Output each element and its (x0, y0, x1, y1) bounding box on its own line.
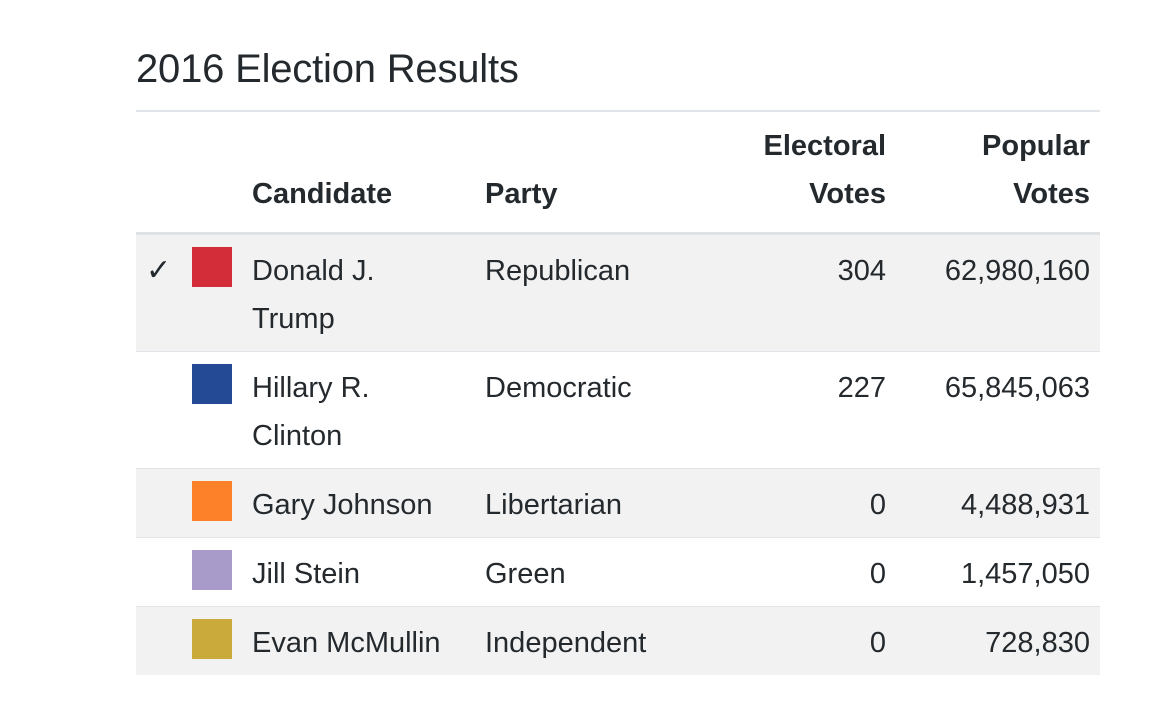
header-color (192, 111, 252, 235)
header-winner (136, 111, 192, 235)
popular-votes-cell: 728,830 (985, 627, 1090, 659)
popular-votes-cell: 62,980,160 (944, 255, 1090, 287)
candidate-cell: Evan McMullin (252, 627, 441, 659)
candidate-name-line1: Donald J. (252, 255, 375, 287)
electoral-votes-cell: 0 (869, 627, 886, 659)
party-cell: Libertarian (485, 489, 623, 521)
popular-votes-cell: 1,457,050 (960, 558, 1090, 590)
results-panel: 2016 Election Results Candidate Party El… (136, 44, 1100, 675)
color-cell (192, 538, 252, 607)
party-color-swatch (192, 364, 232, 404)
header-electoral-votes: Electoral Votes (690, 111, 887, 235)
header-electoral-line1: Electoral (763, 130, 887, 162)
page-title: 2016 Election Results (136, 47, 519, 91)
candidate-cell: Donald J. Trump (252, 234, 485, 352)
electoral-votes-cell: 0 (869, 558, 886, 590)
candidate-cell: Hillary R. Clinton (252, 352, 485, 469)
color-cell (192, 469, 252, 538)
table-row: Hillary R. Clinton Democratic 227 65,845,… (136, 351, 1100, 469)
candidate-name-line2: Trump (252, 303, 335, 335)
header-row: Candidate Party Electoral Votes Popular Vo… (136, 111, 1100, 235)
winner-cell (136, 352, 192, 469)
electoral-votes-cell: 227 (837, 372, 886, 404)
table-row: Jill Stein Green 0 1,457,050 (136, 537, 1100, 607)
party-color-swatch (192, 550, 232, 590)
winner-cell (136, 469, 192, 538)
candidate-name-line2: Clinton (252, 420, 343, 452)
header-candidate-label: Candidate (252, 178, 393, 210)
winner-cell (136, 538, 192, 607)
color-cell (192, 352, 252, 469)
color-cell (192, 234, 252, 352)
electoral-votes-cell: 0 (869, 489, 886, 521)
candidate-cell: Jill Stein (252, 558, 360, 590)
header-party-label: Party (485, 178, 558, 210)
header-popular-line2: Votes (1013, 178, 1090, 210)
candidate-name-line1: Hillary R. (252, 372, 370, 404)
table-row: ✓ Donald J. Trump Republican 304 62,980,1… (136, 233, 1100, 352)
popular-votes-cell: 65,845,063 (944, 372, 1090, 404)
party-color-swatch (192, 481, 232, 521)
party-cell: Republican (485, 255, 631, 287)
header-popular-line1: Popular (982, 130, 1090, 162)
winner-cell: ✓ (136, 234, 192, 352)
party-cell: Green (485, 558, 566, 590)
header-electoral-line2: Votes (809, 178, 886, 210)
party-color-swatch (192, 247, 232, 287)
table-row: Evan McMullin Independent 0 728,830 (136, 606, 1100, 676)
header-candidate: Candidate (252, 111, 485, 235)
popular-votes-cell: 4,488,931 (960, 489, 1090, 521)
header-party: Party (485, 111, 690, 235)
party-cell: Independent (485, 627, 647, 659)
table-row: Gary Johnson Libertarian 0 4,488,931 (136, 468, 1100, 538)
results-table: Candidate Party Electoral Votes Popular Vo… (136, 110, 1100, 675)
candidate-cell: Gary Johnson (252, 489, 433, 521)
header-popular-votes: Popular Votes (886, 111, 1100, 235)
party-color-swatch (192, 619, 232, 659)
winner-cell (136, 607, 192, 676)
electoral-votes-cell: 304 (837, 255, 886, 287)
color-cell (192, 607, 252, 676)
checkmark-icon: ✓ (146, 254, 172, 287)
party-cell: Democratic (485, 372, 632, 404)
